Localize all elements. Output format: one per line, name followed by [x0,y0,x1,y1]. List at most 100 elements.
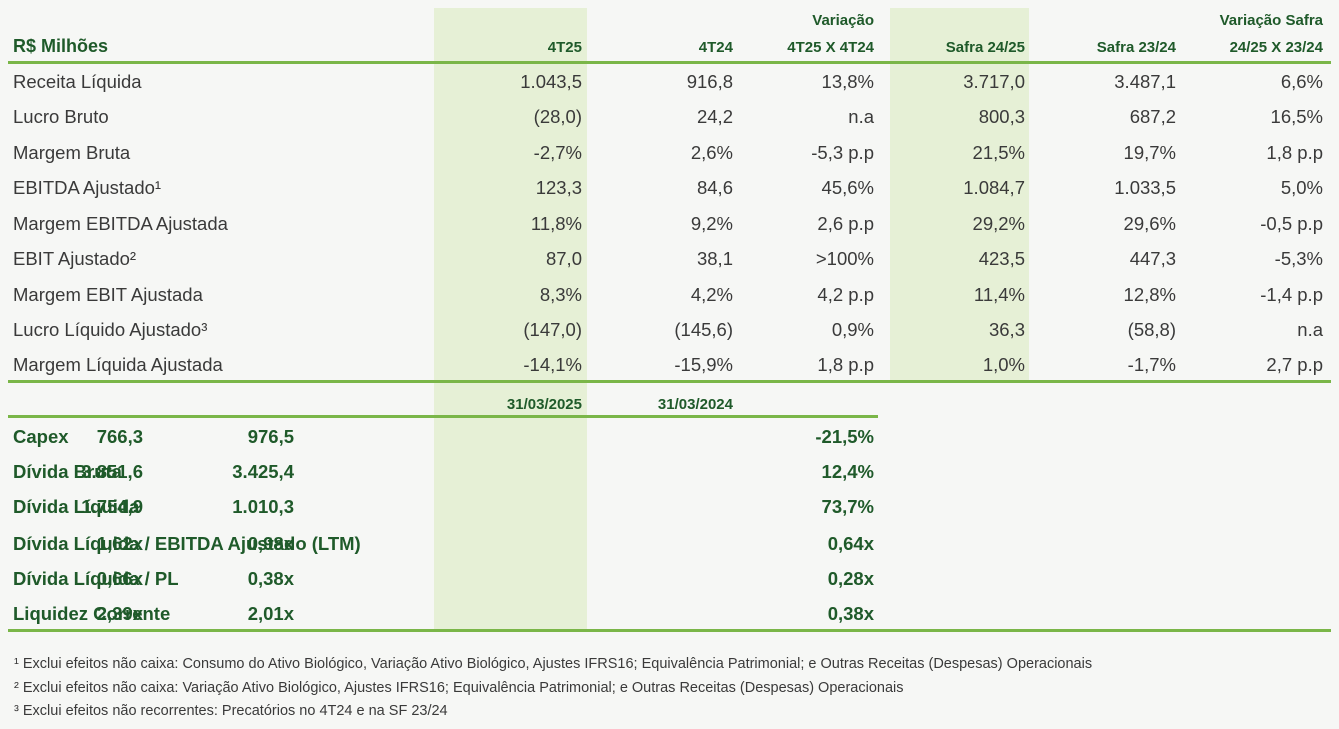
table-row: Receita Líquida 1.043,5 916,8 13,8% 3.71… [0,64,1339,100]
cell-4t25: 123,3 [535,177,582,198]
row-label: Margem EBITDA Ajustada [13,213,228,234]
row-label: Margem EBIT Ajustada [13,284,203,305]
table-row: Dívida Líquida 1.754,9 1.010,3 73,7% [0,490,900,524]
cell-variacao-safra: 1,8 p.p [1266,142,1323,163]
row-label: Dívida Líquida / EBITDA Ajustado (LTM) [13,533,361,554]
cell-variacao: 73,7% [821,496,874,517]
table-row: Dívida Líquida / EBITDA Ajustado (LTM) 1… [0,527,900,561]
cell-variacao: 2,6 p.p [817,213,874,234]
cell-2024: 2,01x [247,603,294,624]
row-label: Capex [13,426,69,447]
cell-variacao: >100% [815,248,874,269]
table-row: EBIT Ajustado² 87,0 38,1 >100% 423,5 447… [0,241,1339,277]
cell-4t25: 1.043,5 [520,71,582,92]
row-label: Dívida Bruta [13,461,122,482]
cell-safra-2425: 29,2% [972,213,1025,234]
row-label: Lucro Bruto [13,106,109,127]
col-header-variacao-line1: Variação [812,12,874,29]
cell-variacao: 0,38x [827,603,874,624]
balance-header-2024: 31/03/2024 [657,396,733,413]
cell-safra-2425: 1,0% [982,354,1025,375]
cell-4t24: (145,6) [674,319,733,340]
cell-4t25: -2,7% [533,142,582,163]
col-header-safra-2425: Safra 24/25 [945,39,1025,56]
table-row: Liquidez Corrente 2,39x 2,01x 0,38x [0,597,900,631]
cell-variacao: 0,28x [827,568,874,589]
cell-2025: 1.754,9 [81,496,143,517]
table-row: Margem EBIT Ajustada 8,3% 4,2% 4,2 p.p 1… [0,277,1339,313]
cell-4t24: 38,1 [696,248,733,269]
col-header-variacao-safra-line1: Variação Safra [1219,12,1323,29]
table-row: Margem Bruta -2,7% 2,6% -5,3 p.p 21,5% 1… [0,135,1339,171]
cell-variacao: 4,2 p.p [817,284,874,305]
table-row: Dívida Líquida / PL 0,66x 0,38x 0,28x [0,562,900,596]
header-divider [8,61,1331,64]
cell-safra-2324: 29,6% [1123,213,1176,234]
footnote-1: ¹ Exclui efeitos não caixa: Consumo do A… [14,656,1093,672]
cell-2025: 2,39x [96,603,143,624]
cell-4t24: 84,6 [696,177,733,198]
balance-header-2025: 31/03/2025 [506,396,582,413]
cell-2025: 766,3 [96,426,143,447]
table-row: EBITDA Ajustado¹ 123,3 84,6 45,6% 1.084,… [0,170,1339,206]
cell-4t24: 24,2 [696,106,733,127]
row-label: Margem Bruta [13,142,131,163]
table-row: Lucro Líquido Ajustado³ (147,0) (145,6) … [0,312,1339,348]
table-row: Capex 766,3 976,5 -21,5% [0,420,900,454]
row-label: Dívida Líquida / PL [13,568,179,589]
cell-2025: 1,62x [96,533,143,554]
balance-header-divider [8,415,878,418]
income-bottom-divider [8,380,1331,383]
col-header-safra-2324: Safra 23/24 [1096,39,1176,56]
cell-variacao-safra: -1,4 p.p [1260,284,1323,305]
cell-safra-2324: 12,8% [1123,284,1176,305]
table-row: Margem EBITDA Ajustada 11,8% 9,2% 2,6 p.… [0,206,1339,242]
cell-safra-2324: 19,7% [1123,142,1176,163]
cell-safra-2324: 3.487,1 [1114,71,1176,92]
highlight-column-safra-2425 [890,8,1029,380]
cell-variacao: 12,4% [821,461,874,482]
cell-4t25: 11,8% [530,213,582,234]
cell-safra-2425: 800,3 [978,106,1025,127]
balance-bottom-divider [8,629,1331,632]
cell-safra-2324: 1.033,5 [1114,177,1176,198]
cell-4t24: 2,6% [690,142,733,163]
cell-2024: 1.010,3 [232,496,294,517]
cell-variacao: -21,5% [815,426,874,447]
cell-2025: 0,66x [96,568,143,589]
cell-variacao: 45,6% [821,177,874,198]
table-row: Dívida Bruta 3.851,6 3.425,4 12,4% [0,455,900,489]
cell-variacao: n.a [848,106,874,127]
table-row: Lucro Bruto (28,0) 24,2 n.a 800,3 687,2 … [0,99,1339,135]
cell-4t25: 87,0 [545,248,582,269]
cell-variacao: 1,8 p.p [817,354,874,375]
row-label: EBITDA Ajustado¹ [13,177,162,198]
cell-variacao-safra: -5,3% [1274,248,1323,269]
cell-4t24: -15,9% [674,354,733,375]
cell-4t25: -14,1% [523,354,582,375]
cell-safra-2425: 21,5% [972,142,1025,163]
cell-safra-2425: 36,3 [988,319,1025,340]
cell-variacao: -5,3 p.p [811,142,874,163]
cell-variacao: 0,9% [831,319,874,340]
footnote-2: ² Exclui efeitos não caixa: Variação Ati… [14,680,904,696]
cell-safra-2324: -1,7% [1127,354,1176,375]
cell-safra-2324: (58,8) [1127,319,1176,340]
footnote-3: ³ Exclui efeitos não recorrentes: Precat… [14,703,448,719]
cell-safra-2324: 447,3 [1129,248,1176,269]
col-header-variacao-safra-line2: 24/25 X 23/24 [1229,39,1323,56]
row-label: Lucro Líquido Ajustado³ [13,319,208,340]
cell-safra-2324: 687,2 [1129,106,1176,127]
cell-safra-2425: 423,5 [978,248,1025,269]
cell-safra-2425: 3.717,0 [963,71,1025,92]
cell-4t24: 916,8 [686,71,733,92]
cell-4t25: (28,0) [533,106,582,127]
col-header-4t24: 4T24 [698,39,733,56]
cell-4t25: (147,0) [523,319,582,340]
col-header-variacao-line2: 4T25 X 4T24 [787,39,874,56]
cell-safra-2425: 11,4% [973,284,1025,305]
cell-safra-2425: 1.084,7 [963,177,1025,198]
cell-variacao-safra: 5,0% [1280,177,1323,198]
row-label: Dívida Líquida [13,496,140,517]
col-header-4t25: 4T25 [547,39,582,56]
